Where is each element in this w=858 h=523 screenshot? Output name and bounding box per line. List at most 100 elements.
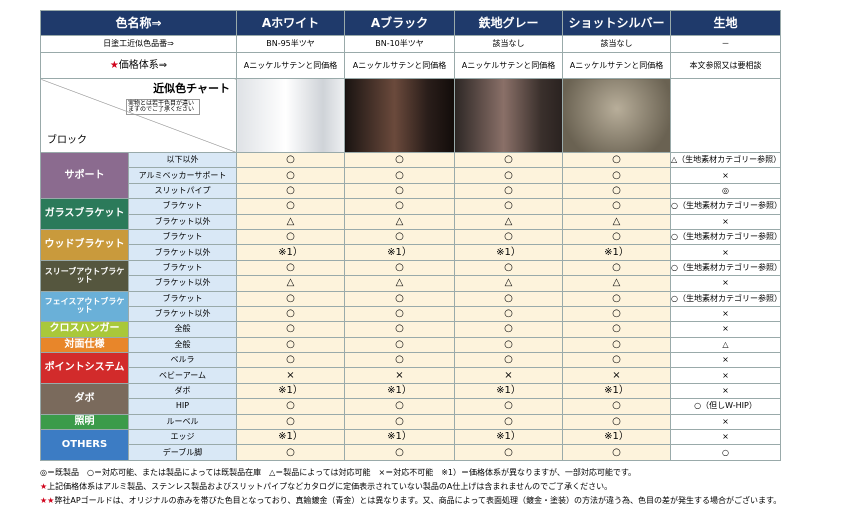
cell: ○ bbox=[454, 182, 563, 200]
row-name: スリットパイプ bbox=[128, 182, 237, 200]
cell: ※1） bbox=[454, 382, 563, 400]
cell: ○（生地素材カテゴリー参照） bbox=[670, 290, 781, 307]
price-label: ★価格体系⇒ bbox=[40, 52, 237, 79]
cell: △ bbox=[562, 275, 671, 292]
cell: ○ bbox=[562, 259, 671, 277]
data-row: ベビーアーム × × × × × bbox=[41, 367, 781, 384]
cell: △ bbox=[236, 275, 345, 292]
price-value: Aニッケルサテンと同価格 bbox=[454, 52, 563, 79]
cell: × bbox=[670, 213, 781, 230]
cell: ○ bbox=[344, 398, 455, 415]
note-mark: ★★ bbox=[40, 496, 55, 505]
data-row: スリーブアウトブラケット ブラケット ○ ○ ○ ○ ○（生地素材カテゴリー参照） bbox=[40, 259, 781, 292]
cell: ○ bbox=[454, 336, 563, 354]
cell: ○ bbox=[236, 336, 345, 354]
cell: ○ bbox=[562, 182, 671, 200]
data-row: フェイスアウトブラケット ブラケット ○ ○ ○ ○ ○（生地素材カテゴリー参照） bbox=[40, 290, 781, 323]
note: ★★弊社APゴールドは、オリジナルの赤みを帯びた色目となっており、真鍮鍍金（青金… bbox=[40, 494, 781, 508]
cell: ○ bbox=[562, 151, 671, 169]
swatch-white bbox=[236, 78, 345, 153]
cell: ○ bbox=[670, 444, 781, 461]
data-row: ダボ ダボ ※1） ※1） ※1） ※1） × bbox=[40, 382, 781, 415]
cell: ※1） bbox=[236, 244, 345, 261]
cell: ○ bbox=[236, 444, 345, 461]
cell: ○ bbox=[562, 305, 671, 323]
cell: ○ bbox=[344, 336, 455, 354]
chart-label-cell: 近似色チャート 実物とは若干色目が違いますのでご了承ください ブロック bbox=[40, 78, 237, 153]
cell: × bbox=[670, 244, 781, 261]
row-name: ルーベル bbox=[128, 413, 237, 431]
column-name: 鉄地グレー bbox=[454, 10, 563, 36]
cell: ○ bbox=[454, 444, 563, 461]
legend: ◎＝既製品 ○＝対応可能、または製品によっては既製品在庫 △＝製品によっては対応… bbox=[40, 468, 637, 477]
data-row: デーブル脚 ○ ○ ○ ○ ○ bbox=[41, 444, 781, 461]
cell: ○ bbox=[562, 398, 671, 415]
cell: ○ bbox=[454, 167, 563, 184]
swatch-raw bbox=[670, 78, 781, 153]
cell: ○ bbox=[344, 167, 455, 184]
cell: ○（生地素材カテゴリー参照） bbox=[670, 228, 781, 246]
cell: × bbox=[344, 367, 455, 384]
data-row: 対面仕様 全般 ○ ○ ○ ○ △ bbox=[40, 336, 781, 354]
swatch-iron bbox=[454, 78, 563, 153]
cell: ○ bbox=[344, 182, 455, 200]
cell: ○ bbox=[236, 151, 345, 169]
cell: ○ bbox=[454, 290, 563, 307]
price-value: 本文参照又は要相談 bbox=[670, 52, 781, 79]
note: ★上記価格体系はアルミ製品、ステンレス製品およびスリットパイプなどカタログに定価… bbox=[40, 480, 781, 494]
chart-note: 実物とは若干色目が違いますのでご了承ください bbox=[126, 99, 200, 115]
data-row: 照明 ルーベル ○ ○ ○ ○ × bbox=[40, 413, 781, 431]
group-name: クロスハンガー bbox=[40, 321, 129, 338]
cell: × bbox=[670, 275, 781, 292]
row-name: ブラケット bbox=[128, 290, 237, 307]
group-name: ウッドブラケット bbox=[40, 228, 129, 261]
cell: ○ bbox=[344, 259, 455, 277]
star-mark: ★ bbox=[109, 59, 119, 71]
group-name: ガラスブラケット bbox=[40, 198, 129, 230]
row-name: デーブル脚 bbox=[128, 444, 237, 461]
cell: ※1） bbox=[236, 382, 345, 400]
cell: ※1） bbox=[562, 244, 671, 261]
cell: ○ bbox=[562, 321, 671, 338]
code-value: BN-10半ツヤ bbox=[344, 35, 455, 53]
data-row: クロスハンガー 全般 ○ ○ ○ ○ × bbox=[40, 321, 781, 338]
cell: ○ bbox=[344, 228, 455, 246]
column-name: 生地 bbox=[670, 10, 781, 36]
block-label: ブロック bbox=[47, 135, 87, 146]
cell: △ bbox=[454, 213, 563, 230]
group-name: OTHERS bbox=[40, 429, 129, 461]
swatch-silver bbox=[562, 78, 671, 153]
cell: ○ bbox=[236, 182, 345, 200]
cell: × bbox=[670, 305, 781, 323]
cell: ※1） bbox=[236, 429, 345, 446]
group-name: 対面仕様 bbox=[40, 336, 129, 354]
row-name: ダボ bbox=[128, 382, 237, 400]
spec-table: 色名称⇒ Aホワイト Aブラック 鉄地グレー ショットシルバー 生地 日塗工近似色品番⇒ B… bbox=[40, 10, 781, 461]
cell: ○ bbox=[562, 352, 671, 369]
cell: ○（生地素材カテゴリー参照） bbox=[670, 198, 781, 215]
code-value: 該当なし bbox=[562, 35, 671, 53]
note-mark: ★ bbox=[40, 482, 48, 491]
cell: ※1） bbox=[344, 429, 455, 446]
swatch-row: 近似色チャート 実物とは若干色目が違いますのでご了承ください ブロック bbox=[40, 78, 781, 153]
row-name: ブラケット以外 bbox=[128, 275, 237, 292]
column-name: Aブラック bbox=[344, 10, 455, 36]
row-name: エッジ bbox=[128, 429, 237, 446]
code-row: 日塗工近似色品番⇒ BN-95半ツヤ BN-10半ツヤ 該当なし 該当なし－ bbox=[40, 35, 781, 53]
cell: ○ bbox=[344, 352, 455, 369]
cell: ○ bbox=[562, 444, 671, 461]
data-row: サポート 以下以外 ○ ○ ○ ○ △（生地素材カテゴリー参照） bbox=[40, 151, 781, 200]
cell: × bbox=[670, 382, 781, 400]
group-name: サポート bbox=[40, 151, 129, 200]
cell: ○ bbox=[344, 290, 455, 307]
cell: ○ bbox=[454, 398, 563, 415]
cell: ○（生地素材カテゴリー参照） bbox=[670, 259, 781, 277]
cell: × bbox=[670, 413, 781, 431]
row-name: ブラケット bbox=[128, 259, 237, 277]
cell: × bbox=[670, 167, 781, 184]
data-row: OTHERS エッジ ※1） ※1） ※1） ※1） × bbox=[40, 429, 781, 461]
data-row: HIP ○ ○ ○ ○ ○（但しW-HIP） bbox=[41, 398, 781, 415]
row-name: 以下以外 bbox=[128, 151, 237, 169]
cell: ○ bbox=[236, 398, 345, 415]
corner-label: 色名称⇒ bbox=[40, 10, 237, 36]
